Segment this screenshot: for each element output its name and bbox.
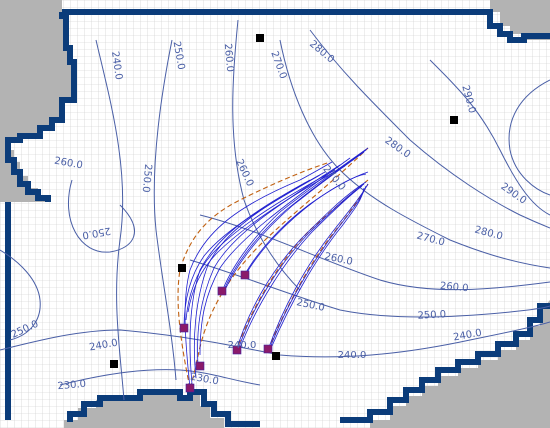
well-marker[interactable] — [178, 264, 186, 272]
contour-label: 260.0 — [439, 281, 468, 294]
contour-label: 230.0 — [189, 372, 219, 388]
particle-start-point — [263, 344, 273, 354]
contour-label: 260.0 — [53, 156, 83, 172]
contour-label: 250.0 — [140, 163, 153, 192]
contour-label: 240.0 — [109, 51, 124, 81]
contour-label: 230.0 — [57, 379, 86, 392]
wells — [110, 34, 458, 368]
head-contours — [0, 19, 550, 401]
particle-start-point — [217, 286, 227, 296]
particle-start-point — [232, 345, 242, 355]
particle-start-point — [179, 323, 189, 333]
well-marker[interactable] — [450, 116, 458, 124]
particle-start-point — [185, 383, 195, 393]
contour-label: 240.0 — [89, 338, 119, 354]
well-marker[interactable] — [256, 34, 264, 42]
contour-label: 250.0 — [81, 225, 111, 241]
contour-label: 260.0 — [222, 43, 235, 72]
particle-start-point — [195, 361, 205, 371]
model-boundary — [5, 9, 550, 427]
pathlines — [183, 147, 369, 389]
contour-label: 250.0 — [171, 41, 187, 71]
particle-starts — [179, 270, 273, 393]
contour-label: 240.0 — [228, 340, 257, 351]
contour-label: 250.0 — [417, 309, 446, 321]
well-marker[interactable] — [110, 360, 118, 368]
contour-label: 240.0 — [338, 350, 367, 361]
particle-start-point — [240, 270, 250, 280]
contour-label: 240.0 — [453, 328, 483, 344]
well-marker[interactable] — [272, 352, 280, 360]
